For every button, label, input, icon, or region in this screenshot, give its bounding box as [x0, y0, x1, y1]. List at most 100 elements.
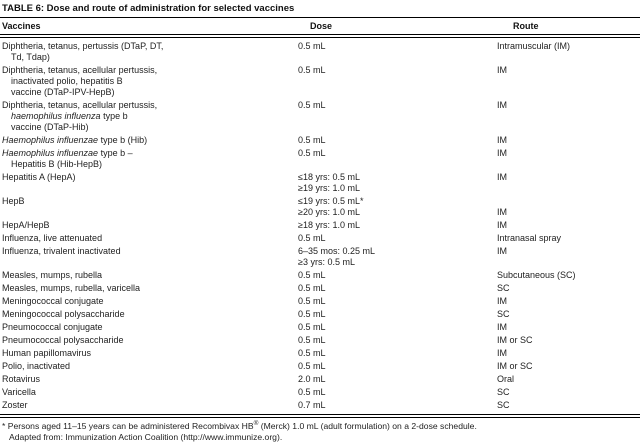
vaccine-cell: Measles, mumps, rubella	[2, 270, 296, 281]
vaccine-name-line: Zoster	[2, 400, 28, 410]
vaccine-name-line: inactivated polio, hepatitis B	[11, 76, 123, 86]
vaccine-cell: Human papillomavirus	[2, 348, 296, 359]
route-cell: IM	[496, 135, 638, 146]
vaccine-name-line: haemophilus influenza type b	[11, 111, 128, 121]
table-row: Rotavirus 2.0 mL Oral	[0, 372, 640, 385]
footnote-1-text: * Persons aged 11–15 years can be admini…	[2, 421, 254, 431]
vaccine-name-line: HepB	[2, 196, 25, 206]
vaccine-cell: Varicella	[2, 387, 296, 398]
dose-cell: 0.5 mL	[296, 309, 496, 320]
vaccine-name-line: Meningococcal conjugate	[2, 296, 104, 306]
dose-value: 0.5 mL	[298, 348, 326, 358]
dose-value: 0.5 mL	[298, 335, 326, 345]
route-value: IM	[497, 172, 507, 182]
vaccine-cell: HepA/HepB	[2, 220, 296, 231]
dose-cell: 0.5 mL	[296, 100, 496, 133]
route-value: Oral	[497, 374, 515, 384]
vaccine-name-line: Human papillomavirus	[2, 348, 92, 358]
vaccine-cell: HepB	[2, 196, 296, 218]
dose-cell: 0.7 mL	[296, 400, 496, 411]
route-cell: Intramuscular (IM)	[496, 41, 638, 63]
vaccine-name-line: Diphtheria, tetanus, acellular pertussis…	[2, 65, 158, 75]
dose-value: ≤19 yrs: 0.5 mL*	[298, 196, 364, 206]
dose-value: ≥3 yrs: 0.5 mL	[298, 257, 355, 267]
route-value: SC	[497, 283, 510, 293]
dose-value: 0.5 mL	[298, 361, 326, 371]
route-value: IM or SC	[497, 335, 533, 345]
vaccine-name-line: vaccine (DTaP-Hib)	[11, 122, 89, 132]
title-rule	[0, 17, 640, 18]
dose-value: 0.5 mL	[298, 387, 326, 397]
route-value	[497, 196, 638, 207]
route-cell: IM	[496, 246, 638, 268]
vaccine-name-line: Pneumococcal polysaccharide	[2, 335, 124, 345]
vaccine-name-line: Haemophilus influenzae type b (Hib)	[2, 135, 148, 145]
table-row: Zoster 0.7 mL SC	[0, 398, 640, 411]
table-row: Influenza, trivalent inactivated 6–35 mos…	[0, 244, 640, 268]
route-cell: IM	[496, 296, 638, 307]
table-header-row: Vaccines Dose Route	[0, 18, 640, 34]
route-cell: SC	[496, 387, 638, 398]
vaccine-cell: Hepatitis A (HepA)	[2, 172, 296, 194]
vaccine-name-line: Varicella	[2, 387, 36, 397]
table-row: Meningococcal conjugate 0.5 mL IM	[0, 294, 640, 307]
dose-cell: 0.5 mL	[296, 322, 496, 333]
dose-value: 0.5 mL	[298, 135, 326, 145]
dose-cell: 0.5 mL	[296, 335, 496, 346]
vaccine-name-line: Measles, mumps, rubella, varicella	[2, 283, 141, 293]
dose-cell: 0.5 mL	[296, 296, 496, 307]
table-row: HepB ≤19 yrs: 0.5 mL* ≥20 yrs: 1.0 mL IM	[0, 194, 640, 218]
dose-value: 0.5 mL	[298, 41, 326, 51]
table-row: Haemophilus influenzae type b – Hepatitis…	[0, 146, 640, 170]
vaccine-name-line: HepA/HepB	[2, 220, 50, 230]
dose-cell: ≤19 yrs: 0.5 mL* ≥20 yrs: 1.0 mL	[296, 196, 496, 218]
route-cell: IM or SC	[496, 335, 638, 346]
vaccine-name-line: Measles, mumps, rubella	[2, 270, 103, 280]
route-value: IM	[497, 65, 507, 75]
dose-value: 0.5 mL	[298, 65, 326, 75]
registered-trademark-symbol: ®	[253, 420, 259, 428]
vaccine-name-line: Pneumococcal conjugate	[2, 322, 103, 332]
vaccine-cell: Influenza, live attenuated	[2, 233, 296, 244]
vaccine-cell: Pneumococcal conjugate	[2, 322, 296, 333]
route-cell: IM or SC	[496, 361, 638, 372]
route-cell: IM	[496, 65, 638, 98]
route-value: IM	[497, 322, 507, 332]
table-row: Diphtheria, tetanus, pertussis (DTaP, DT…	[0, 39, 640, 63]
dose-cell: 0.5 mL	[296, 233, 496, 244]
vaccine-cell: Diphtheria, tetanus, pertussis (DTaP, DT…	[2, 41, 296, 63]
dose-value: 0.5 mL	[298, 309, 326, 319]
dose-value: ≤18 yrs: 0.5 mL	[298, 172, 360, 182]
dose-value: 0.5 mL	[298, 270, 326, 280]
dose-value: ≥20 yrs: 1.0 mL	[298, 207, 360, 217]
vaccine-cell: Diphtheria, tetanus, acellular pertussis…	[2, 65, 296, 98]
route-cell: Oral	[496, 374, 638, 385]
table-row: Measles, mumps, rubella, varicella 0.5 mL…	[0, 281, 640, 294]
dose-value: 0.5 mL	[298, 148, 326, 158]
table-row: Pneumococcal polysaccharide 0.5 mL IM or S…	[0, 333, 640, 346]
table-row: HepA/HepB ≥18 yrs: 1.0 mL IM	[0, 218, 640, 231]
dose-cell: 0.5 mL	[296, 283, 496, 294]
vaccine-name-line: Hepatitis B (Hib-HepB)	[11, 159, 103, 169]
vaccine-cell: Polio, inactivated	[2, 361, 296, 372]
route-cell: SC	[496, 309, 638, 320]
dose-cell: ≤18 yrs: 0.5 mL ≥19 yrs: 1.0 mL	[296, 172, 496, 194]
vaccine-cell: Influenza, trivalent inactivated	[2, 246, 296, 268]
vaccine-name-line: Rotavirus	[2, 374, 41, 384]
table-row: Hepatitis A (HepA) ≤18 yrs: 0.5 mL ≥19 yrs…	[0, 170, 640, 194]
route-value: IM	[497, 135, 507, 145]
table-row: Measles, mumps, rubella 0.5 mL Subcutaneou…	[0, 268, 640, 281]
route-value: IM	[497, 148, 507, 158]
route-value: SC	[497, 309, 510, 319]
header-rule	[0, 34, 640, 38]
table-row: Diphtheria, tetanus, acellular pertussis…	[0, 98, 640, 133]
table-row: Varicella 0.5 mL SC	[0, 385, 640, 398]
dose-cell: 0.5 mL	[296, 41, 496, 63]
table-row: Polio, inactivated 0.5 mL IM or SC	[0, 359, 640, 372]
table-row: Influenza, live attenuated 0.5 mL Intranas…	[0, 231, 640, 244]
column-header-route: Route	[513, 21, 539, 31]
dose-value: 0.5 mL	[298, 322, 326, 332]
vaccine-name-line: Influenza, live attenuated	[2, 233, 103, 243]
vaccine-name-line: Diphtheria, tetanus, pertussis (DTaP, DT…	[2, 41, 164, 51]
